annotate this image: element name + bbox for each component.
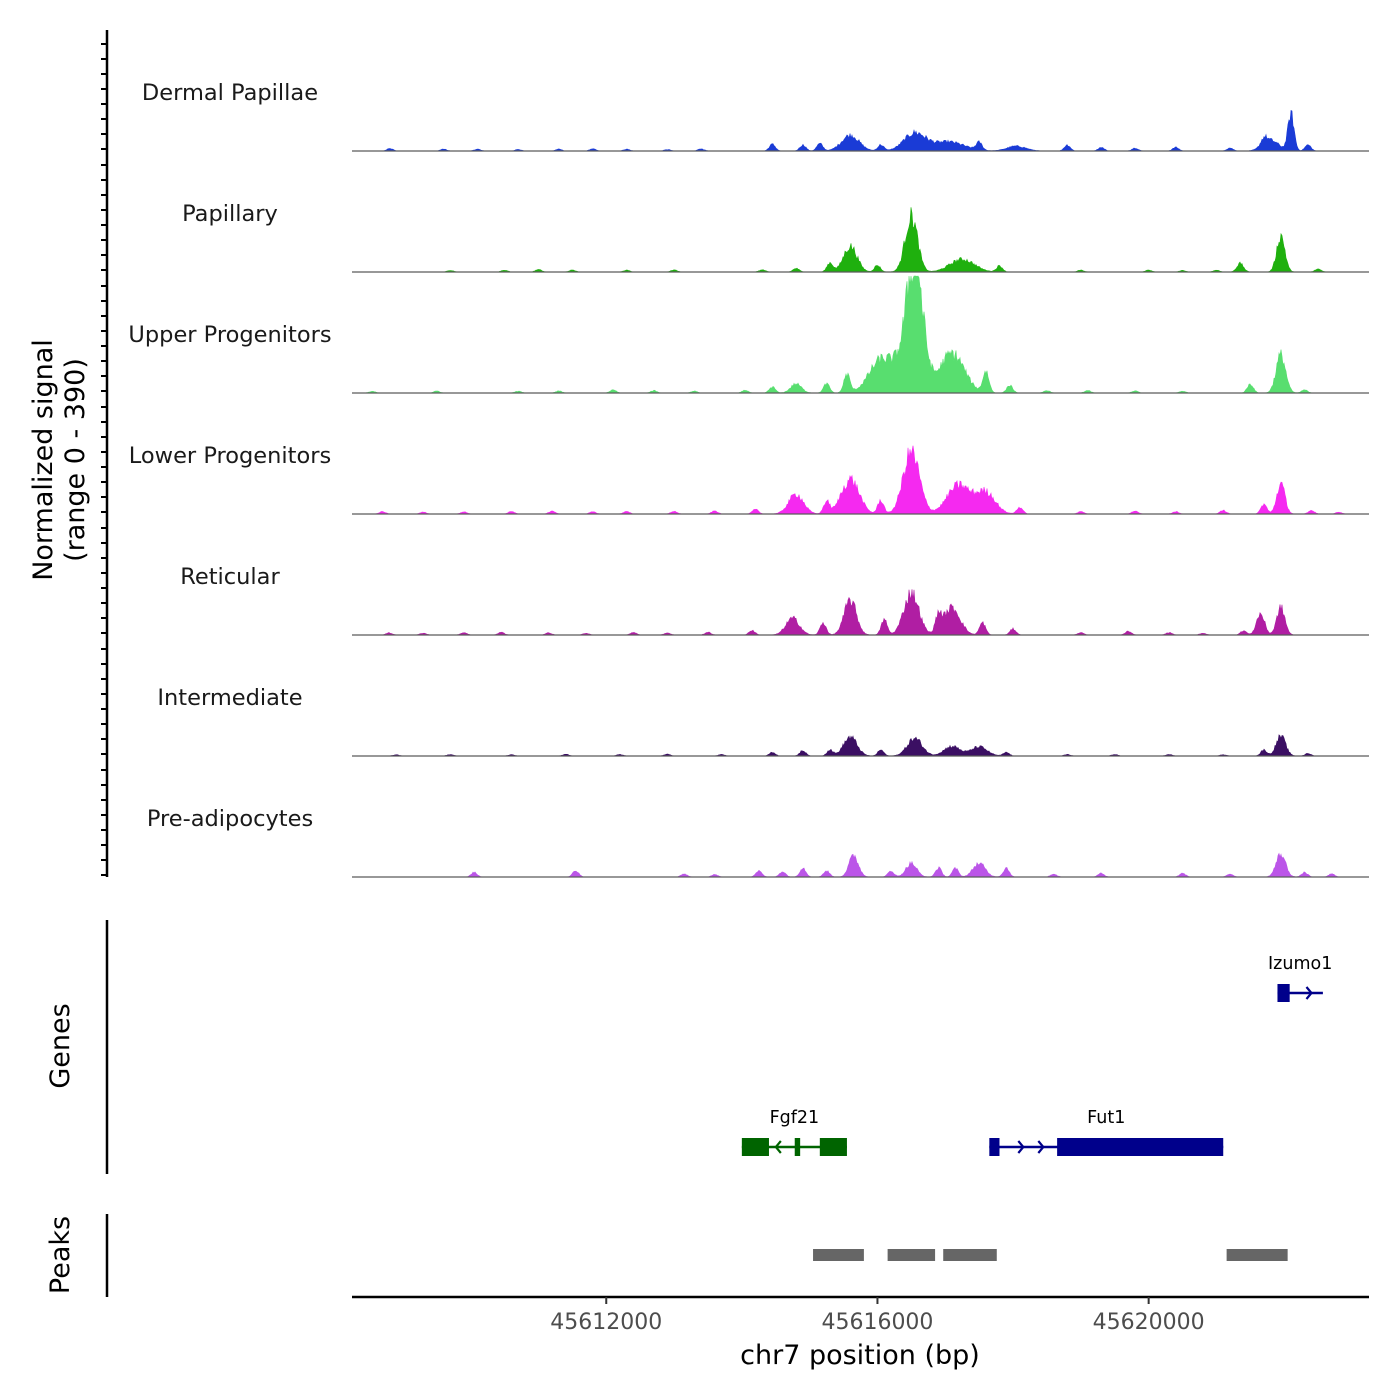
coverage-track: Papillary: [182, 201, 1369, 273]
coverage-area: [352, 589, 1369, 636]
coverage-y-axis-label: Normalized signal (range 0 - 390): [28, 339, 91, 581]
coverage-area: [352, 852, 1369, 878]
peak-interval: [887, 1249, 936, 1261]
gene-exon: [819, 1138, 847, 1156]
coverage-track: Dermal Papillae: [142, 80, 1369, 152]
gene-exon: [1277, 984, 1290, 1002]
peaks-y-label: Peaks: [45, 1216, 76, 1294]
gene: Fgf21: [741, 1108, 847, 1156]
gene-exon: [1057, 1138, 1224, 1156]
x-tick-label: 45612000: [550, 1310, 662, 1335]
track-label: Upper Progenitors: [128, 322, 331, 348]
x-axis-label: chr7 position (bp): [740, 1340, 980, 1371]
strand-arrow: [1017, 1140, 1025, 1154]
coverage-track: Lower Progenitors: [129, 443, 1369, 515]
peak-interval: [943, 1249, 997, 1261]
coverage-y-label-line1: Normalized signal: [28, 339, 59, 581]
gene-track: Izumo1 Fgf21 Fut1: [741, 954, 1332, 1156]
peak-interval: [1226, 1249, 1288, 1261]
coverage-track: Intermediate: [157, 685, 1369, 757]
strand-arrow: [1037, 1140, 1045, 1154]
gene-label: Fut1: [1087, 1108, 1125, 1128]
coverage-area: [352, 110, 1369, 152]
strand-arrow: [774, 1140, 782, 1154]
track-label: Pre-adipocytes: [147, 806, 313, 832]
coverage-area: [352, 207, 1369, 273]
x-tick-label: 45616000: [821, 1310, 933, 1335]
gene-label: Izumo1: [1268, 954, 1332, 974]
gene-exon: [794, 1138, 801, 1156]
track-label: Reticular: [180, 564, 280, 590]
x-tick-label: 45620000: [1093, 1310, 1205, 1335]
genes-y-label: Genes: [45, 1003, 76, 1088]
coverage-y-axis: [101, 30, 109, 877]
coverage-track: Pre-adipocytes: [147, 806, 1369, 878]
gene: Fut1: [989, 1108, 1224, 1156]
strand-arrow: [1305, 986, 1313, 1000]
coverage-area: [352, 275, 1369, 394]
coverage-tracks: Dermal Papillae Papillary Upper Progenitor…: [128, 80, 1369, 878]
track-label: Lower Progenitors: [129, 443, 331, 469]
peak-track: [813, 1249, 1288, 1261]
coverage-y-label-line2: (range 0 - 390): [60, 358, 91, 562]
coverage-track: Upper Progenitors: [128, 275, 1369, 394]
gene-exon: [741, 1138, 769, 1156]
coverage-area: [352, 734, 1369, 757]
coverage-area: [352, 445, 1369, 515]
track-label: Dermal Papillae: [142, 80, 318, 106]
gene: Izumo1: [1268, 954, 1332, 1002]
track-label: Papillary: [182, 201, 278, 227]
coverage-track: Reticular: [180, 564, 1369, 636]
peak-interval: [813, 1249, 864, 1261]
track-label: Intermediate: [157, 685, 302, 711]
x-axis-ticks: 45612000 45616000 45620000: [550, 1297, 1205, 1335]
gene-exon: [989, 1138, 1000, 1156]
gene-label: Fgf21: [770, 1108, 820, 1128]
